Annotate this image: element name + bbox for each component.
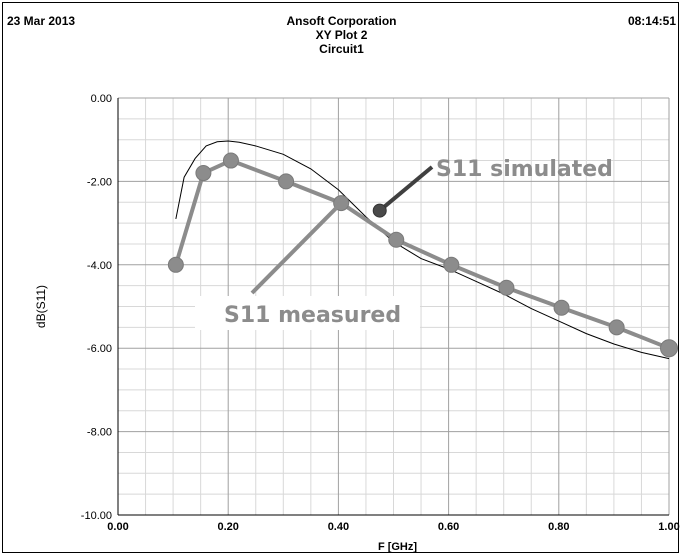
plot-date: 23 Mar 2013 (7, 14, 76, 28)
y-tick-label: -10.00 (81, 510, 112, 522)
measured-point (195, 165, 212, 182)
y-axis-label: dB(S11) (34, 285, 48, 328)
annotation-dot-simulated (372, 203, 387, 218)
company-name: Ansoft Corporation (286, 14, 397, 28)
y-tick-label: -6.00 (87, 343, 112, 355)
x-tick-label: 0.60 (438, 521, 459, 533)
annotation-label-bg-measured (195, 296, 420, 330)
x-tick-label: 1.00 (658, 521, 679, 533)
circuit-name: Circuit1 (319, 42, 364, 56)
measured-point (660, 339, 678, 358)
x-axis-label: F [GHz] (378, 541, 417, 553)
x-tick-label: 0.80 (548, 521, 569, 533)
measured-point (553, 299, 570, 316)
annotation-label-simulated: S11 simulated (436, 157, 613, 182)
plot-header: Ansoft Corporation XY Plot 2 Circuit1 (0, 14, 683, 56)
x-tick-label: 0.20 (217, 521, 238, 533)
measured-point (498, 279, 515, 296)
measured-point (278, 173, 295, 190)
y-tick-label: 0.00 (91, 93, 112, 105)
measured-point (167, 256, 184, 273)
measured-point (443, 256, 460, 273)
measured-point (222, 152, 239, 169)
x-tick-label: 0.40 (328, 521, 349, 533)
annotation-leader-simulated (378, 165, 434, 213)
measured-point (388, 231, 405, 248)
plot-name: XY Plot 2 (315, 28, 368, 42)
annotation-label-measured: S11 measured (224, 303, 401, 328)
plot-time: 08:14:51 (627, 14, 676, 28)
series-line-simulated (175, 140, 670, 360)
y-tick-label: -2.00 (87, 176, 112, 188)
y-tick-label: -8.00 (87, 427, 112, 439)
annotation-leader-measured (250, 201, 343, 295)
y-tick-label: -4.00 (87, 260, 112, 272)
x-tick-label: 0.00 (107, 521, 128, 533)
measured-point (608, 319, 625, 336)
